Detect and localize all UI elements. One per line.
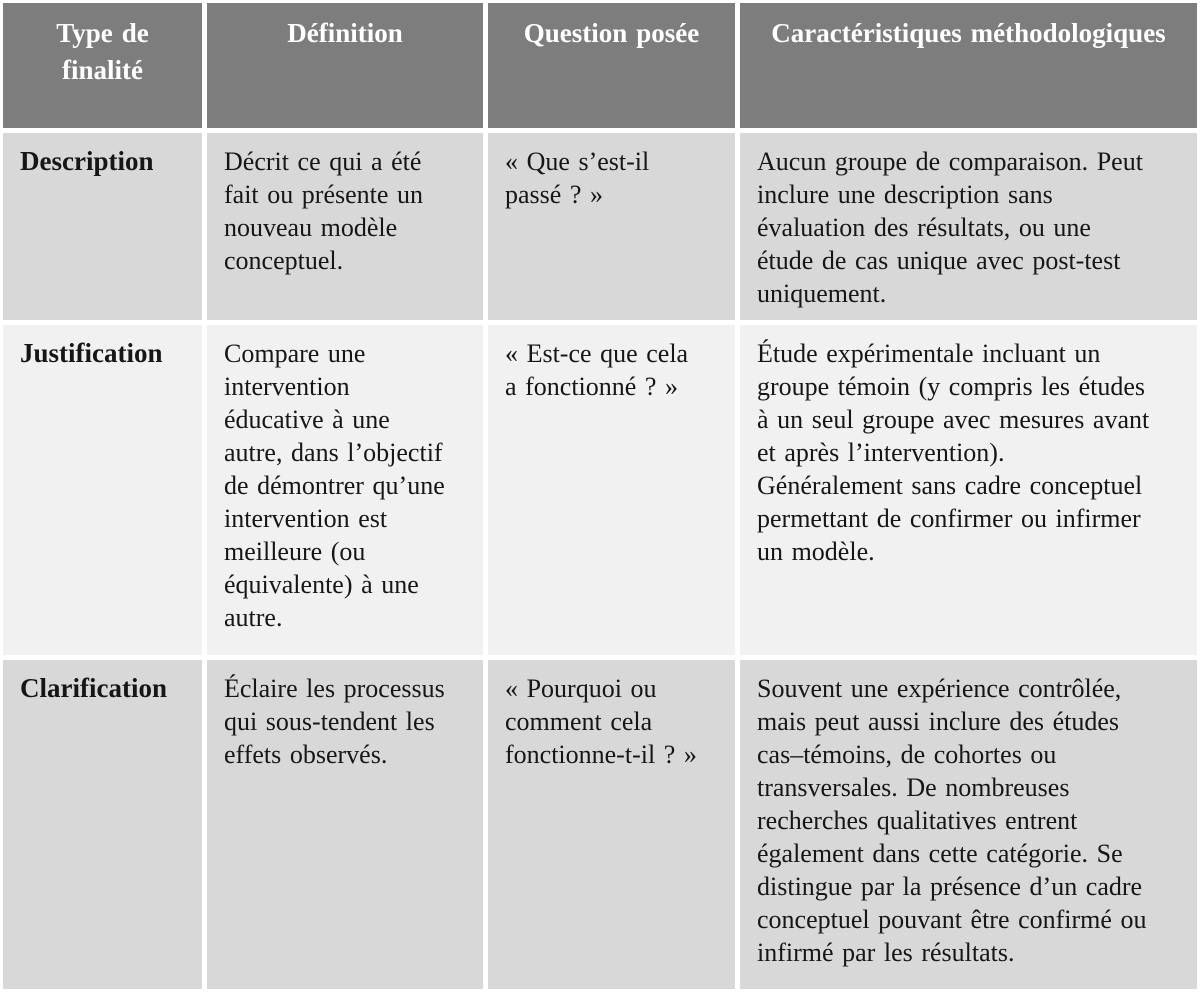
header-caracteristiques-methodologiques: Caractéristiques méthodologiques	[740, 3, 1197, 128]
header-question-posee: Question posée	[488, 3, 735, 128]
row-clarification-definition: Éclaire les processus qui sous-tendent l…	[207, 660, 483, 989]
header-definition: Définition	[207, 3, 483, 128]
row-justification-type: Justification	[3, 325, 202, 655]
row-justification-definition: Compare une intervention éducative à une…	[207, 325, 483, 655]
row-description-type: Description	[3, 133, 202, 320]
row-description-question: « Que s’est-il passé ? »	[488, 133, 735, 320]
row-description-characteristics: Aucun groupe de comparaison. Peut inclur…	[740, 133, 1197, 320]
header-type-de-finalite: Type de finalité	[3, 3, 202, 128]
row-clarification-question: « Pourquoi ou comment cela fonctionne-t-…	[488, 660, 735, 989]
row-description-definition: Décrit ce qui a été fait ou présente un …	[207, 133, 483, 320]
row-justification-characteristics: Étude expérimentale incluant un groupe t…	[740, 325, 1197, 655]
row-justification-question: « Est-ce que cela a fonctionné ? »	[488, 325, 735, 655]
row-clarification-type: Clarification	[3, 660, 202, 989]
row-clarification-characteristics: Souvent une expérience contrôlée, mais p…	[740, 660, 1197, 989]
